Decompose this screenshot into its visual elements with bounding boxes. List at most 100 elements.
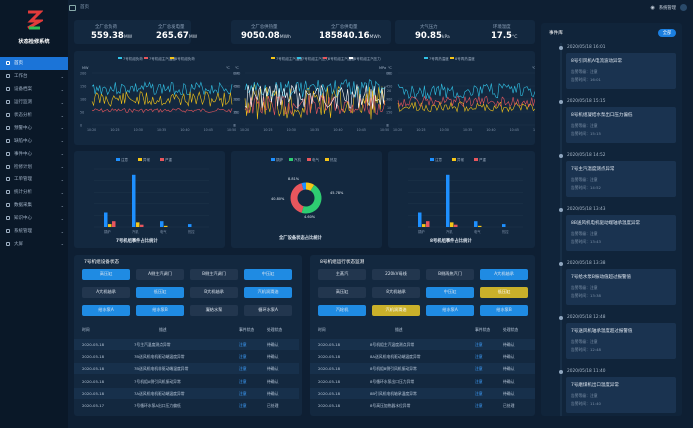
equipment-button[interactable]: A侧主汽调门 bbox=[136, 269, 184, 280]
equipment-button[interactable]: 凝结水泵 bbox=[190, 305, 238, 316]
event-level: 告警等级：注意 bbox=[571, 393, 598, 398]
column-header: 时间 bbox=[318, 327, 326, 332]
bar bbox=[422, 224, 426, 227]
equipment-button[interactable]: 中压缸 bbox=[426, 287, 474, 298]
equipment-button[interactable]: 低压缸 bbox=[136, 287, 184, 298]
equipment-button[interactable]: 高压缸 bbox=[318, 287, 366, 298]
equipment-button[interactable]: 给水泵A bbox=[82, 305, 130, 316]
event-card[interactable] bbox=[566, 53, 676, 89]
sidebar-item[interactable]: 检修计划 ⌄ bbox=[0, 160, 68, 173]
event-time: 告警时间：15:15 bbox=[571, 131, 601, 136]
events-all-button[interactable]: 全部 bbox=[658, 29, 676, 37]
timeline-dot bbox=[559, 208, 563, 212]
equipment-button[interactable]: 给水泵B bbox=[136, 305, 184, 316]
column-header: 事件状态 bbox=[239, 327, 255, 332]
table-row[interactable]: 2020-05-18 8号机组主汽温度测点异常 注意 待确认 bbox=[310, 339, 535, 350]
table-row[interactable]: 2020-05-18 7B送风机电机驱动端温度异常 注意 待确认 bbox=[74, 351, 299, 362]
sidebar-item[interactable]: 系统管理 ⌄ bbox=[0, 225, 68, 238]
equipment-button[interactable]: 给水泵A bbox=[426, 305, 474, 316]
sidebar-item[interactable]: 状态分析 ⌄ bbox=[0, 109, 68, 122]
equipment-button[interactable]: 中压缸 bbox=[244, 269, 292, 280]
table-cell: 2020-05-18 bbox=[82, 390, 105, 396]
chevron-down-icon: ⌄ bbox=[60, 202, 64, 208]
equipment-button[interactable]: 低压缸 bbox=[480, 287, 528, 298]
event-time: 告警时间：12:48 bbox=[571, 347, 601, 352]
chevron-down-icon: ⌄ bbox=[60, 177, 64, 183]
table-cell: 已处理 bbox=[503, 403, 515, 408]
equipment-button[interactable]: B侧再热汽门 bbox=[426, 269, 474, 280]
breadcrumb-home[interactable]: 首页 bbox=[80, 5, 89, 10]
equipment-button[interactable]: A大机轴承 bbox=[480, 269, 528, 280]
equipment-button[interactable]: 220kV母线 bbox=[372, 269, 420, 280]
sidebar-item[interactable]: 统计分析 ⌄ bbox=[0, 186, 68, 199]
table-row[interactable]: 2020-05-18 7号主汽温度测点异常 注意 待确认 bbox=[74, 339, 299, 350]
tick-label: 10:50 bbox=[380, 128, 389, 132]
table-row[interactable]: 2020-05-18 8号循环水泵出口压力异常 注意 待确认 bbox=[310, 376, 535, 387]
top-bar: 首页 ◉ 系统管理 bbox=[68, 0, 693, 16]
event-card[interactable] bbox=[566, 323, 676, 359]
slice-label: 4.60% bbox=[304, 215, 316, 219]
tick-label: 锅炉 bbox=[418, 229, 425, 234]
table-row[interactable]: 2020-05-17 7号循环水泵A出口压力偏低 注意 已处理 bbox=[74, 400, 299, 411]
equipment-button[interactable]: A大机轴承 bbox=[82, 287, 130, 298]
user-name[interactable]: 系统管理 bbox=[658, 5, 676, 11]
bar bbox=[164, 225, 168, 227]
legend-swatch bbox=[424, 57, 428, 59]
sidebar-item[interactable]: 运行监测 ⌄ bbox=[0, 96, 68, 109]
equipment-button[interactable]: 8大机轴承 bbox=[372, 287, 420, 298]
legend-swatch bbox=[325, 158, 329, 161]
event-title: 7号磨煤机出口温度异常 bbox=[571, 383, 619, 388]
kpi-panel-1: 全厂总负荷 559.38MW 全厂总发电量 265.67MW bbox=[74, 20, 197, 44]
table-cell: 注意 bbox=[239, 354, 247, 360]
equipment-button[interactable]: 汽轮机 bbox=[318, 305, 366, 316]
table-row[interactable]: 2020-05-18 7号机组A侧引风机振动异常 注意 待确认 bbox=[74, 376, 299, 387]
legend-label: 8号机组负荷 bbox=[175, 56, 195, 61]
bell-icon[interactable]: ◉ bbox=[650, 4, 655, 11]
sidebar-item[interactable]: 数据采集 ⌄ bbox=[0, 199, 68, 212]
trend-panel: 7号机组负荷 7号机组主汽温度 8号机组负荷 MW ℃ 200 150 100 50 0 240 18… bbox=[74, 51, 546, 145]
menu-toggle-icon[interactable] bbox=[69, 5, 76, 11]
equipment-button[interactable]: 汽机润滑油 bbox=[372, 305, 420, 316]
sidebar-item[interactable]: 预警中心 ⌄ bbox=[0, 121, 68, 134]
event-card[interactable] bbox=[566, 107, 676, 143]
equipment-button[interactable]: B大机轴承 bbox=[190, 287, 238, 298]
kpi-label: 全厂总供热量 bbox=[251, 25, 278, 30]
sidebar-item[interactable]: 大屏 ⌄ bbox=[0, 237, 68, 250]
event-card[interactable] bbox=[566, 377, 676, 413]
equipment-button[interactable]: 高压缸 bbox=[82, 269, 130, 280]
event-card[interactable] bbox=[566, 161, 676, 197]
sidebar-item[interactable]: 工作台 ⌄ bbox=[0, 70, 68, 83]
chevron-down-icon: ⌄ bbox=[60, 164, 64, 170]
table-row[interactable]: 2020-05-18 8B引风机电机轴承温度异常 注意 待确认 bbox=[310, 387, 535, 399]
sidebar-item[interactable]: 事件中心 ⌄ bbox=[0, 147, 68, 160]
equipment-button[interactable]: 循环水泵A bbox=[244, 305, 292, 316]
equipment-button[interactable]: 主蒸汽 bbox=[318, 269, 366, 280]
sidebar-item[interactable]: 工单管理 ⌄ bbox=[0, 173, 68, 186]
bar bbox=[140, 224, 144, 227]
equipment-button[interactable]: 给水泵B bbox=[480, 305, 528, 316]
table-cell: 2020-05-18 bbox=[82, 342, 105, 347]
sidebar-item[interactable]: 知识中心 ⌄ bbox=[0, 212, 68, 225]
table-row[interactable]: 2020-05-18 8A送风机电机驱动端温度异常 注意 待确认 bbox=[310, 351, 535, 362]
equipment-button[interactable]: B侧主汽调门 bbox=[190, 269, 238, 280]
table-row[interactable]: 2020-05-18 8号机组B侧引风机振动异常 注意 待确认 bbox=[310, 363, 535, 375]
unit7-status-panel: 7号机组设备状态 高压缸 A侧主汽调门 B侧主汽调门 中压缸 A大机轴承 低压缸 B大机轴承… bbox=[74, 255, 302, 416]
sidebar-item[interactable]: 首页 bbox=[0, 57, 68, 70]
sidebar-item[interactable]: 缺陷中心 ⌄ bbox=[0, 134, 68, 147]
table-row[interactable]: 2020-05-18 7A送风机电机驱动端温度异常 注意 待确认 bbox=[74, 387, 299, 399]
table-cell: 待确认 bbox=[267, 366, 279, 372]
legend-swatch bbox=[138, 158, 142, 161]
event-card[interactable] bbox=[566, 269, 676, 305]
table-row[interactable]: 2020-05-18 7B送风机电机非驱动端温度异常 注意 待确认 bbox=[74, 363, 299, 375]
menu-icon bbox=[6, 125, 10, 130]
tick-label: 300 bbox=[386, 98, 392, 102]
table-cell: 8号机组B侧引风机振动异常 bbox=[370, 366, 417, 372]
sidebar-item[interactable]: 设备档案 ⌄ bbox=[0, 83, 68, 96]
timeline-dot bbox=[559, 316, 563, 320]
tick-label: 200 bbox=[80, 72, 86, 76]
equipment-button[interactable]: 汽机润滑油 bbox=[244, 287, 292, 298]
event-card[interactable] bbox=[566, 215, 676, 251]
kpi-value: 559.38MW bbox=[91, 31, 133, 41]
avatar[interactable] bbox=[680, 4, 687, 11]
table-row[interactable]: 2020-05-18 8号高压加热器水位异常 注意 已处理 bbox=[310, 400, 535, 411]
